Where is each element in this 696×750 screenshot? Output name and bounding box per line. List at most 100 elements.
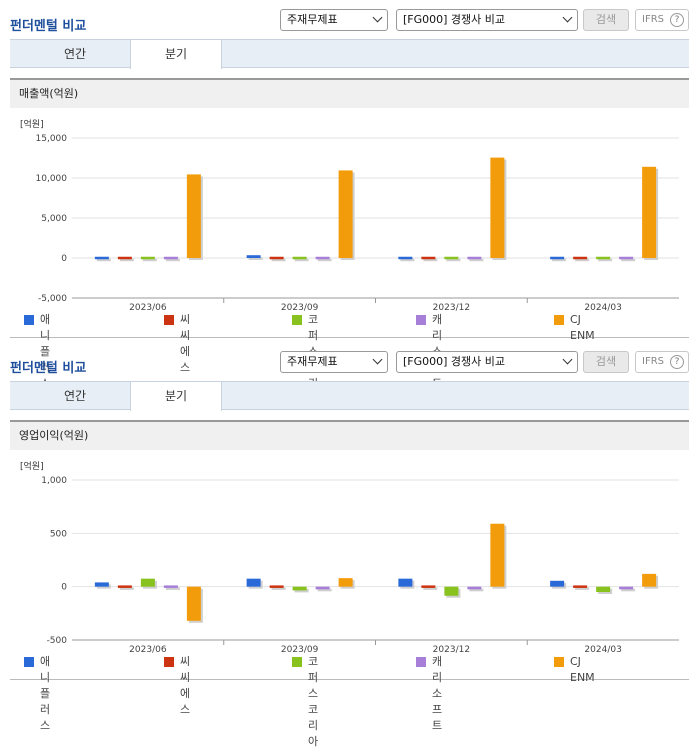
y-tick-label: 1,000	[41, 476, 67, 486]
operating-income-chart: [억원] -500 0 500 1,000 2023/06 2023/09 2023/12 20…	[20, 460, 679, 655]
bar-3	[596, 586, 611, 592]
compare-select[interactable]: [FG000] 경쟁사 비교	[396, 9, 578, 31]
bar-shadow	[621, 588, 636, 592]
legend-swatch	[416, 657, 426, 667]
legend-swatch	[292, 657, 302, 667]
statement-select[interactable]: 주재무제표	[280, 9, 388, 31]
bar-5	[642, 166, 657, 258]
legend-item[interactable]: CJ ENM	[554, 654, 595, 684]
operating-income-chart-box: 영업이익(억원) [억원] -500 0 500 1,000 2023/06 2023/09…	[10, 420, 689, 680]
bar-3	[140, 256, 155, 260]
x-tick-label: 2024/03	[584, 645, 621, 655]
bar-5	[338, 578, 353, 587]
bar-shadow	[248, 257, 263, 260]
tab-quarterly[interactable]: 분기	[130, 382, 222, 411]
x-tick-label: 2023/09	[281, 645, 319, 655]
unit-label: [억원]	[20, 460, 44, 472]
bar-shadow	[294, 258, 309, 262]
bar-3	[140, 578, 155, 587]
compare-select[interactable]: [FG000] 경쟁사 비교	[396, 351, 578, 373]
chart-header: 매출액(억원)	[10, 80, 689, 108]
bar-1	[246, 578, 261, 587]
bar-1	[246, 255, 261, 258]
compare-select-value: [FG000] 경쟁사 비교	[403, 355, 506, 368]
bar-shadow	[400, 258, 415, 262]
period-tabs: 연간 분기	[10, 39, 689, 69]
legend-item[interactable]: 코퍼스코리아	[292, 654, 318, 748]
revenue-chart: [억원] -5,000 0 5,000 10,000 15,000 2023/06 2023/…	[20, 118, 679, 313]
bar-5	[338, 170, 353, 258]
bar-1	[94, 582, 109, 587]
bar-shadow	[446, 258, 461, 262]
y-tick-label: -5,000	[38, 294, 67, 304]
statement-select[interactable]: 주재무제표	[280, 351, 388, 373]
ifrs-label: IFRS	[642, 14, 664, 25]
bar-3	[444, 256, 459, 260]
y-tick-label: -500	[47, 636, 68, 646]
bar-shadow	[96, 258, 111, 262]
y-tick-label: 5,000	[41, 214, 67, 224]
bar-5	[490, 157, 505, 258]
bar-2	[117, 256, 132, 260]
statement-select-value: 주재무제표	[287, 13, 338, 26]
legend-swatch	[24, 657, 34, 667]
bar-4	[315, 586, 330, 590]
legend-swatch	[164, 315, 174, 325]
legend-label: CJ ENM	[570, 313, 595, 342]
bar-2	[421, 256, 436, 260]
legend-item[interactable]: 애니플러스	[24, 654, 50, 732]
chevron-down-icon	[372, 354, 383, 365]
tab-annual[interactable]: 연간	[63, 389, 87, 403]
bar-shadow	[165, 587, 180, 590]
legend-item[interactable]: 씨씨에스	[164, 654, 190, 716]
legend-item[interactable]: 코퍼스코리아	[292, 312, 318, 406]
legend-label: 씨씨에스	[180, 655, 191, 716]
legend-item[interactable]: 씨씨에스	[164, 312, 190, 374]
search-button[interactable]: 검색	[583, 351, 629, 373]
bar-1	[398, 256, 413, 260]
bar-shadow	[552, 258, 567, 262]
bar-2	[573, 585, 588, 588]
section-title: 펀더멘털 비교	[10, 361, 87, 376]
legend-item[interactable]: CJ ENM	[554, 312, 595, 342]
legend-label: 캐리소프트	[432, 655, 443, 732]
legend-swatch	[554, 657, 564, 667]
bar-3	[596, 256, 611, 260]
legend-item[interactable]: 캐리소프트	[416, 654, 442, 732]
bar-shadow	[423, 587, 438, 590]
chart-header: 영업이익(억원)	[10, 422, 689, 450]
bar-4	[467, 586, 482, 590]
bar-4	[619, 586, 634, 590]
legend-swatch	[164, 657, 174, 667]
bar-shadow	[621, 258, 636, 262]
legend-label: 애니플러스	[40, 655, 51, 732]
bar-2	[269, 256, 284, 260]
bar-shadow	[469, 258, 484, 262]
compare-select-value: [FG000] 경쟁사 비교	[403, 13, 506, 26]
legend-item[interactable]: 애니플러스	[24, 312, 50, 390]
legend-swatch	[416, 315, 426, 325]
tab-annual[interactable]: 연간	[63, 47, 87, 61]
fundamental-section-revenue: 펀더멘털 비교 주재무제표 [FG000] 경쟁사 비교 검색 IFRS ? 연…	[0, 0, 696, 406]
bar-2	[117, 585, 132, 588]
bar-shadow	[575, 587, 590, 590]
ifrs-label: IFRS	[642, 356, 664, 367]
chevron-down-icon	[562, 12, 573, 23]
help-icon[interactable]: ?	[670, 13, 684, 27]
bar-shadow	[423, 258, 438, 262]
tab-quarterly[interactable]: 분기	[130, 40, 222, 69]
bar-shadow	[119, 587, 134, 590]
legend-item[interactable]: 캐리소프트	[416, 312, 442, 390]
x-tick-label: 2023/12	[433, 645, 470, 655]
bar-1	[398, 578, 413, 587]
ifrs-button[interactable]: IFRS ?	[635, 351, 689, 373]
help-icon[interactable]: ?	[670, 355, 684, 369]
bar-5	[642, 573, 657, 587]
ifrs-button[interactable]: IFRS ?	[635, 9, 689, 31]
bar-shadow	[119, 258, 134, 262]
bar-4	[163, 256, 178, 260]
bar-4	[315, 256, 330, 260]
y-tick-label: 0	[61, 254, 67, 264]
unit-label: [억원]	[20, 118, 44, 130]
search-button[interactable]: 검색	[583, 9, 629, 31]
